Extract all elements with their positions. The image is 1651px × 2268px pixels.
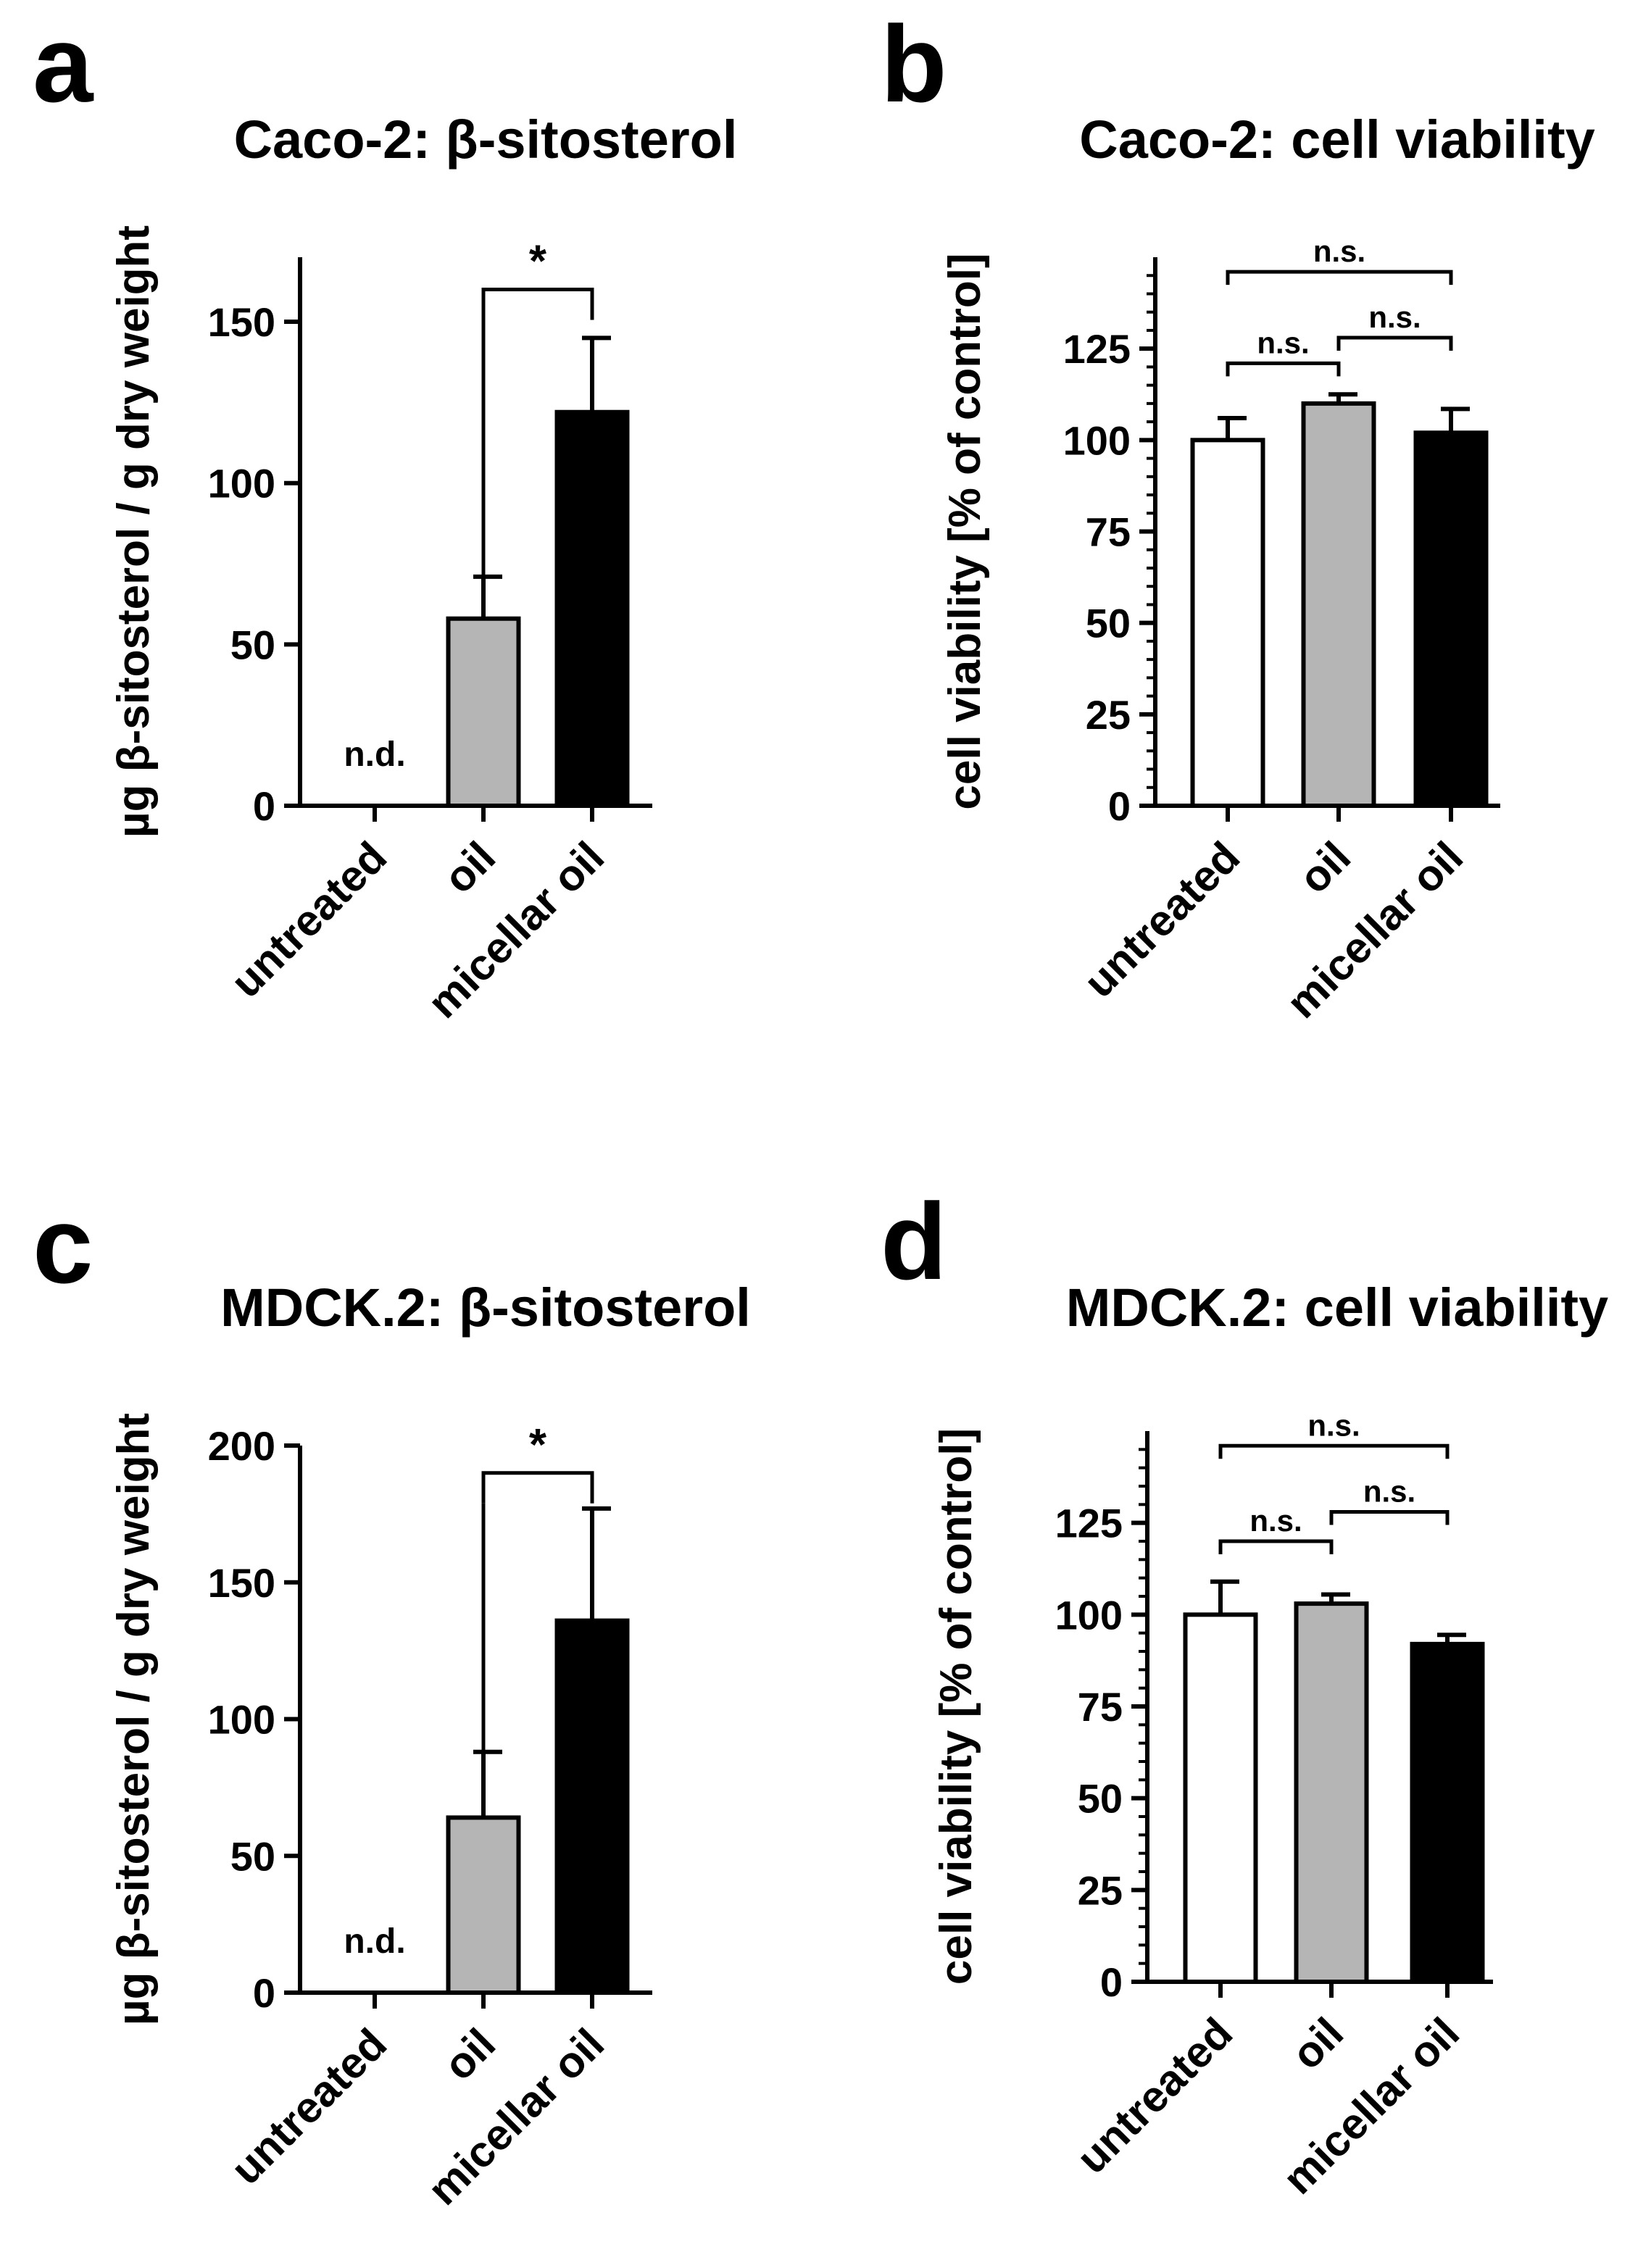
panel-label: c <box>33 1184 93 1306</box>
y-tick-label: 100 <box>1055 1592 1123 1638</box>
bar-oil <box>1301 401 1376 808</box>
bar-oil <box>446 616 521 809</box>
significance-bracket <box>1226 270 1453 285</box>
y-tick-label: 150 <box>208 1560 275 1606</box>
significance-bracket <box>1226 361 1341 377</box>
significance-label: n.s. <box>1307 1408 1360 1442</box>
bar-oil <box>1294 1601 1369 1984</box>
significance-label: n.s. <box>1363 1474 1415 1508</box>
panel-label: b <box>881 3 947 125</box>
y-tick-label: 125 <box>1055 1501 1123 1546</box>
bar-oil <box>446 1815 521 1995</box>
significance-bracket <box>1218 1539 1334 1554</box>
y-tick-label: 0 <box>1108 783 1131 829</box>
y-tick-label: 150 <box>208 299 275 345</box>
significance-label: * <box>529 1420 547 1470</box>
y-tick-label: 50 <box>1086 601 1131 646</box>
significance-bracket <box>1218 1443 1450 1459</box>
chart-title: Caco-2: β-sitosterol <box>234 109 738 170</box>
y-tick-label: 125 <box>1063 326 1131 372</box>
y-tick-label: 25 <box>1086 692 1131 738</box>
significance-label: n.s. <box>1257 325 1309 359</box>
significance-bracket <box>481 288 594 320</box>
y-tick-label: 25 <box>1078 1867 1123 1913</box>
y-tick-label: 0 <box>253 1970 275 2016</box>
y-tick-label: 50 <box>230 622 275 667</box>
y-axis-label: cell viability [% of control] <box>931 1428 981 1985</box>
bar-note: n.d. <box>344 735 405 774</box>
panel-a: a Caco-2: β-sitosterol µg β-sitosterol / g… <box>33 3 737 1027</box>
chart-title: MDCK.2: cell viability <box>1066 1277 1608 1338</box>
y-tick-label: 50 <box>230 1833 275 1879</box>
y-axis-label: cell viability [% of control] <box>940 253 990 809</box>
significance-bracket <box>481 1471 594 1504</box>
y-tick-label: 50 <box>1078 1776 1123 1822</box>
significance-bracket <box>1336 335 1453 351</box>
y-tick-label: 75 <box>1078 1684 1123 1730</box>
y-tick-label: 100 <box>208 1697 275 1743</box>
significance-label: n.s. <box>1249 1504 1302 1538</box>
y-axis-label: µg β-sitosterol / g dry weight <box>109 225 159 838</box>
chart-title: Caco-2: cell viability <box>1079 109 1595 170</box>
panels: a Caco-2: β-sitosterol µg β-sitosterol / g… <box>33 3 1608 2214</box>
y-tick-label: 200 <box>208 1423 275 1469</box>
y-axis-label: µg β-sitosterol / g dry weight <box>109 1413 159 2025</box>
significance-bracket <box>1329 1509 1450 1525</box>
chart-title: MDCK.2: β-sitosterol <box>220 1277 751 1338</box>
bar-micellar-oil <box>554 1618 630 1996</box>
y-tick-label: 100 <box>208 461 275 506</box>
y-tick-label: 0 <box>253 783 275 829</box>
significance-label: * <box>529 237 547 287</box>
y-tick-label: 100 <box>1063 417 1131 463</box>
bar-untreated <box>1183 1612 1258 1984</box>
significance-label: n.s. <box>1368 300 1421 334</box>
significance-label: n.s. <box>1313 234 1365 268</box>
bar-micellar-oil <box>1410 1641 1485 1985</box>
panel-label: d <box>881 1180 947 1302</box>
y-tick-label: 0 <box>1100 1959 1123 2005</box>
panel-c: c MDCK.2: β-sitosterol µg β-sitosterol / g… <box>33 1184 751 2214</box>
y-tick-label: 75 <box>1086 509 1131 555</box>
bar-untreated <box>1190 438 1265 808</box>
bar-note: n.d. <box>344 1922 405 1961</box>
panel-label: a <box>33 3 94 125</box>
bar-micellar-oil <box>554 409 630 808</box>
bar-micellar-oil <box>1413 430 1489 808</box>
